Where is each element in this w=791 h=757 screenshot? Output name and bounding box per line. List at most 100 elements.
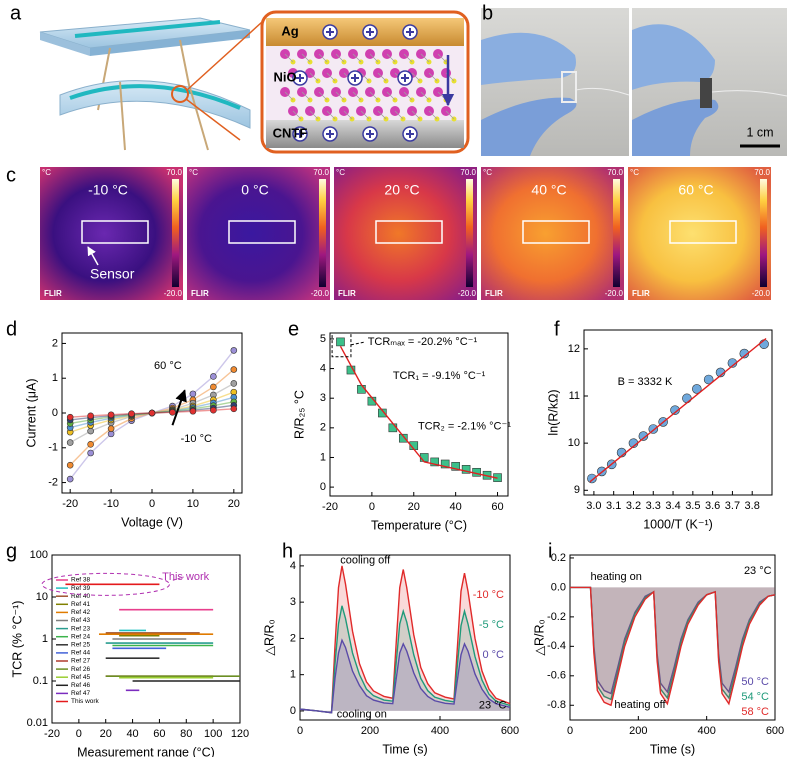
x-axis-label: Voltage (V) [121, 515, 183, 529]
y-tick-label: 1 [290, 669, 296, 681]
y-tick-label: 10 [568, 437, 580, 449]
highlight-ellipse [41, 572, 170, 596]
annotation: TCR₁ = -9.1% °C⁻¹ [393, 370, 486, 382]
x-tick-label: 200 [629, 725, 647, 737]
bond [309, 72, 319, 82]
point [430, 457, 440, 467]
bond [377, 110, 387, 120]
legend-label: 58 °C [741, 706, 769, 718]
legend-label: Ref 27 [71, 658, 91, 665]
brand: FLIR [632, 289, 650, 298]
bond [403, 91, 413, 101]
panel-label: h [282, 540, 293, 562]
area [300, 640, 510, 713]
point [670, 405, 680, 415]
scale-min: -20.0 [458, 289, 477, 298]
legend-label: This work [71, 698, 100, 705]
panel-label: c [6, 164, 16, 186]
point [189, 390, 197, 398]
area [300, 605, 510, 713]
charge-sign [401, 74, 409, 82]
point [210, 406, 217, 414]
x-tick-label: 3.2 [626, 500, 641, 512]
panel-label: b [482, 2, 493, 24]
brand: FLIR [191, 289, 209, 298]
layer-label: Ag [281, 23, 298, 38]
panel-label: e [288, 318, 299, 340]
point [638, 431, 649, 441]
bond [369, 91, 379, 101]
bond [428, 110, 438, 120]
plot-frame [299, 554, 511, 721]
x-tick-label: 3.0 [586, 500, 601, 512]
point [691, 384, 702, 394]
bond [360, 110, 370, 120]
bond [428, 72, 438, 82]
y-tick-label: 0 [320, 481, 326, 493]
sensor-box [522, 220, 590, 244]
colorbar [613, 179, 620, 287]
x-tick-label: 20 [228, 498, 240, 510]
y-tick-label: 1 [52, 372, 58, 384]
panel-label: g [6, 540, 17, 562]
y-tick-label: 0 [290, 705, 296, 717]
x-tick-label: 60 [153, 728, 165, 740]
scale-min: -20.0 [752, 289, 771, 298]
y-tick-label: 2 [52, 337, 58, 349]
bond [326, 72, 336, 82]
thermal-temperature: 0 °C [241, 182, 268, 198]
y-tick-label: -2 [48, 476, 58, 488]
scale-min: -20.0 [605, 289, 624, 298]
leader [350, 341, 366, 346]
colorbar [466, 179, 473, 287]
bond [394, 110, 404, 120]
x-tick-label: 0 [297, 725, 303, 737]
scale-max: 70.0 [460, 168, 476, 177]
x-tick-label: 0 [76, 728, 82, 740]
y-axis-label: TCR (% °C⁻¹) [10, 601, 24, 678]
y-tick-label: 3 [320, 392, 326, 404]
x-tick-label: 3.5 [685, 500, 700, 512]
annotation: This work [162, 571, 210, 583]
y-tick-label: 9 [574, 484, 580, 496]
legend-label: Ref 42 [71, 609, 91, 616]
series-line [299, 565, 511, 714]
legend-label: Ref 38 [71, 577, 91, 584]
y-tick-label: -0.8 [547, 699, 566, 711]
point [440, 459, 450, 469]
point [451, 462, 460, 471]
x-tick-label: 100 [204, 728, 222, 740]
unit: °C [630, 168, 639, 177]
bond [335, 91, 345, 101]
area [570, 587, 775, 700]
sensor-box [228, 220, 296, 244]
annotation: B = 3332 K [618, 376, 673, 388]
legend-label: 0 °C [482, 649, 504, 661]
bond [386, 91, 396, 101]
bond [360, 72, 370, 82]
sensor-box [669, 220, 737, 244]
sensor-label: Sensor [90, 266, 135, 282]
x-tick-label: -10 [103, 498, 119, 510]
bond [352, 91, 362, 101]
y-tick-label: 3 [290, 596, 296, 608]
y-tick-label: 5 [320, 333, 326, 345]
bond [352, 53, 362, 63]
scale-min: -20.0 [164, 289, 183, 298]
x-tick-label: -20 [44, 728, 60, 740]
legend-label: Ref 44 [71, 650, 91, 657]
charge-sign [366, 28, 374, 36]
point [230, 366, 238, 373]
y-axis-label: △R/R₀ [532, 619, 546, 655]
y-tick-label: 11 [569, 390, 580, 402]
y-axis-label: Current (μA) [24, 378, 38, 447]
y-tick-label: 0 [52, 407, 58, 419]
x-tick-label: 60 [491, 501, 503, 513]
annotation: heating off [614, 699, 666, 711]
x-tick-label: 10 [187, 498, 199, 510]
y-axis-label: ln(R/kΩ) [546, 389, 560, 435]
point [66, 475, 74, 483]
x-tick-label: 3.8 [745, 500, 760, 512]
bond [292, 110, 302, 120]
sensor-arrow [87, 246, 99, 266]
